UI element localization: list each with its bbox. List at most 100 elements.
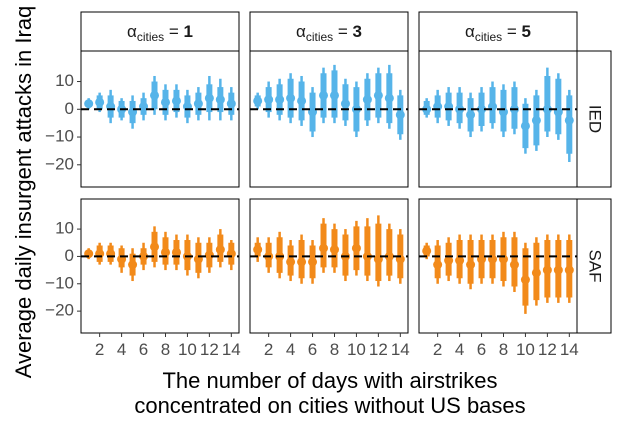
point-estimate xyxy=(542,265,552,275)
point-estimate xyxy=(531,115,541,125)
strip-label-alpha-3: αcities = 3 xyxy=(296,22,362,44)
x-tick-label: 6 xyxy=(477,340,486,359)
point-estimate xyxy=(275,95,285,105)
point-estimate xyxy=(139,102,149,112)
point-estimate xyxy=(564,115,574,125)
point-estimate xyxy=(340,99,350,109)
point-estimate xyxy=(160,97,170,107)
x-tick-label: 2 xyxy=(433,340,442,359)
point-estimate xyxy=(286,93,296,103)
panel-ied-alpha-1 xyxy=(80,50,240,188)
column-strips: αcities = 1 αcities = 3 αcities = 5 xyxy=(80,11,578,52)
strip-label-saf: SAF xyxy=(586,249,605,282)
point-estimate xyxy=(215,245,225,255)
point-estimate xyxy=(553,265,563,275)
x-tick-label: 14 xyxy=(560,340,579,359)
x-tick-label: 2 xyxy=(264,340,273,359)
point-estimate xyxy=(308,107,318,117)
panels xyxy=(80,50,578,334)
point-estimate xyxy=(150,242,160,252)
strip-label-alpha-5: αcities = 5 xyxy=(465,22,531,44)
point-estimate xyxy=(455,256,465,266)
strip-alpha-1 xyxy=(80,11,240,52)
point-estimate xyxy=(204,250,214,260)
strip-alpha-5 xyxy=(418,11,578,52)
point-estimate xyxy=(297,257,307,267)
point-estimate xyxy=(351,243,361,253)
point-estimate xyxy=(319,90,329,100)
x-tick-label: 8 xyxy=(499,340,508,359)
x-tick-label: 4 xyxy=(286,340,295,359)
strip-saf xyxy=(576,198,612,334)
x-tick-label: 10 xyxy=(178,340,197,359)
panel-saf-alpha-3-frame xyxy=(249,198,409,334)
y-tick-label: 0 xyxy=(65,246,74,265)
point-estimate xyxy=(509,260,519,270)
y-tick-label: −10 xyxy=(45,127,74,146)
strip-ied xyxy=(576,50,612,188)
point-estimate xyxy=(253,245,263,255)
x-tick-label: 10 xyxy=(347,340,366,359)
y-axis-title: Average daily insurgent attacks in Iraq xyxy=(11,6,36,379)
point-estimate xyxy=(253,96,263,106)
y-tick-label: −10 xyxy=(45,273,74,292)
panel-ied-alpha-3-frame xyxy=(249,50,409,188)
point-estimate xyxy=(286,257,296,267)
y-tick-label: 10 xyxy=(55,71,74,90)
point-estimate xyxy=(308,257,318,267)
point-estimate xyxy=(384,251,394,261)
point-estimate xyxy=(384,93,394,103)
y-axes: −20 −10 0 10 −20 −10 0 10 xyxy=(45,71,81,320)
point-estimate xyxy=(444,256,454,266)
x-tick-label: 14 xyxy=(222,340,241,359)
point-estimate xyxy=(160,247,170,257)
x-tick-label: 12 xyxy=(538,340,557,359)
y-tick-label: 0 xyxy=(65,99,74,118)
x-tick-label: 4 xyxy=(117,340,126,359)
point-estimate xyxy=(319,243,329,253)
y-tick-label: 10 xyxy=(55,219,74,238)
point-estimate xyxy=(433,260,443,270)
point-estimate xyxy=(477,104,487,114)
x-tick-label: 12 xyxy=(200,340,219,359)
point-estimate xyxy=(171,247,181,257)
x-axes: 2 4 6 8 10 12 14 2 4 6 8 10 12 14 2 4 6 8 10 12 14 xyxy=(95,333,579,359)
point-estimate xyxy=(520,121,530,131)
point-estimate xyxy=(422,246,432,256)
row-strips: IED SAF xyxy=(576,50,612,334)
x-tick-label: 14 xyxy=(391,340,410,359)
x-tick-label: 8 xyxy=(330,340,339,359)
point-estimate xyxy=(395,110,405,120)
point-estimate xyxy=(542,104,552,114)
x-tick-label: 4 xyxy=(455,340,464,359)
x-tick-label: 6 xyxy=(139,340,148,359)
point-estimate xyxy=(297,96,307,106)
point-estimate xyxy=(215,95,225,105)
x-axis-title-line1: The number of days with airstrikes xyxy=(162,368,497,393)
panel-saf-alpha-5-frame xyxy=(418,198,578,334)
point-estimate xyxy=(329,90,339,100)
panel-ied-alpha-3 xyxy=(249,50,409,188)
panel-saf-alpha-1-frame xyxy=(80,198,240,334)
x-tick-label: 10 xyxy=(516,340,535,359)
y-tick-label: −20 xyxy=(45,154,74,173)
x-axis-title-line2: concentrated on cities without US bases xyxy=(134,393,525,418)
panel-saf-alpha-3 xyxy=(249,198,409,334)
panel-ied-alpha-5 xyxy=(418,50,578,188)
point-estimate xyxy=(204,93,214,103)
point-estimate xyxy=(564,265,574,275)
point-estimate xyxy=(171,96,181,106)
point-estimate xyxy=(520,275,530,285)
point-estimate xyxy=(150,90,160,100)
x-tick-label: 2 xyxy=(95,340,104,359)
panel-ied-alpha-1-frame xyxy=(80,50,240,188)
panel-saf-alpha-1 xyxy=(80,198,240,334)
point-estimate xyxy=(226,99,236,109)
point-estimate xyxy=(531,268,541,278)
panel-ied-alpha-5-frame xyxy=(418,50,578,188)
point-estimate xyxy=(139,251,149,261)
point-estimate xyxy=(193,99,203,109)
x-tick-label: 6 xyxy=(308,340,317,359)
y-tick-label: −20 xyxy=(45,301,74,320)
